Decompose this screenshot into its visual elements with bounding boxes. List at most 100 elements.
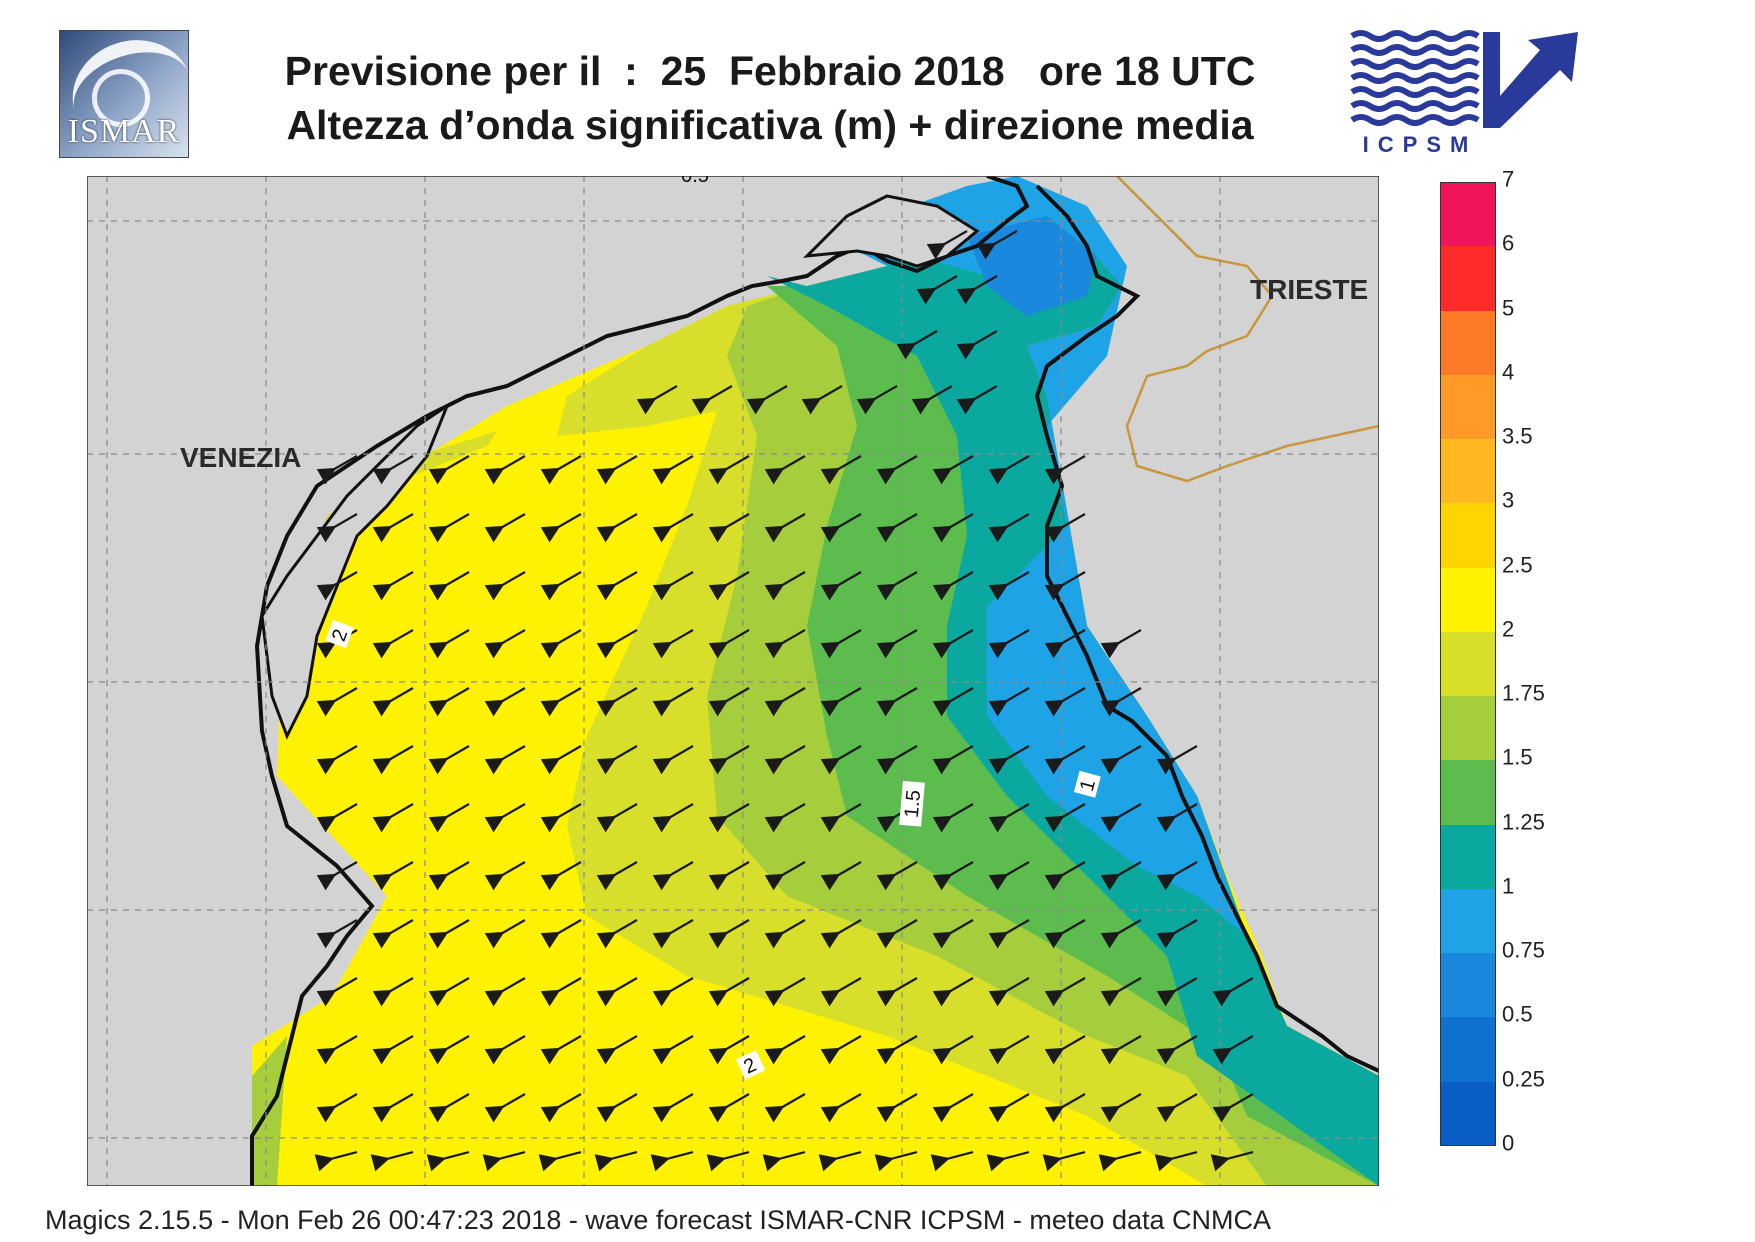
graticule: [87, 176, 1379, 1186]
direction-arrow: [932, 861, 974, 891]
direction-arrow: [764, 455, 806, 485]
direction-arrow: [1100, 977, 1142, 1007]
direction-arrow: [708, 919, 750, 949]
direction-arrow: [1210, 1150, 1254, 1172]
direction-arrow: [540, 919, 582, 949]
direction-arrow: [988, 571, 1030, 601]
direction-arrow: [428, 455, 470, 485]
direction-arrow: [820, 919, 862, 949]
contour-label-0.5: 0.5: [681, 176, 709, 187]
direction-arrow: [426, 1150, 470, 1172]
direction-arrow: [764, 629, 806, 659]
direction-arrow: [372, 1035, 414, 1065]
coastline-east: [1034, 184, 1379, 1073]
direction-arrow: [372, 919, 414, 949]
direction-arrow: [316, 455, 358, 485]
direction-arrow: [932, 571, 974, 601]
direction-arrow: [764, 977, 806, 1007]
direction-arrow: [316, 687, 358, 717]
direction-arrow: [764, 1035, 806, 1065]
direction-arrow: [596, 1093, 638, 1123]
direction-arrow: [1100, 687, 1142, 717]
direction-arrow: [1156, 1035, 1198, 1065]
direction-arrow: [482, 1150, 526, 1172]
direction-arrow: [484, 687, 526, 717]
direction-arrow: [596, 571, 638, 601]
direction-arrow: [708, 687, 750, 717]
direction-arrow: [652, 1093, 694, 1123]
direction-arrow: [316, 1035, 358, 1065]
colorbar-tick-label: 3: [1502, 487, 1515, 513]
colorbar-tick-label: 7: [1502, 166, 1515, 192]
direction-arrow: [1044, 455, 1086, 485]
direction-arrow: [706, 1150, 750, 1172]
direction-arrow: [876, 513, 918, 543]
direction-arrow: [876, 571, 918, 601]
direction-arrow: [932, 1035, 974, 1065]
direction-arrow: [691, 385, 733, 415]
direction-arrow: [926, 230, 968, 260]
direction-arrow: [856, 385, 898, 415]
direction-arrow: [1154, 1150, 1198, 1172]
direction-arrow: [540, 455, 582, 485]
logo-ring-graphic: [92, 69, 150, 127]
direction-arrow: [874, 1150, 918, 1172]
direction-arrow: [540, 513, 582, 543]
direction-arrow: [932, 977, 974, 1007]
direction-arrow: [370, 1150, 414, 1172]
footer-credits: Magics 2.15.5 - Mon Feb 26 00:47:23 2018…: [45, 1205, 1271, 1235]
direction-arrow: [708, 803, 750, 833]
direction-arrow: [911, 385, 953, 415]
direction-arrow: [596, 745, 638, 775]
direction-arrow: [484, 571, 526, 601]
contour-label-1: 1: [1076, 777, 1100, 793]
direction-arrow: [372, 861, 414, 891]
direction-arrow: [764, 1093, 806, 1123]
direction-arrow: [932, 919, 974, 949]
colorbar-swatch: [1440, 696, 1496, 761]
colorbar-tick-label: 0: [1502, 1130, 1515, 1156]
direction-arrow: [1156, 919, 1198, 949]
direction-arrow: [818, 1150, 862, 1172]
direction-arrow: [746, 385, 788, 415]
direction-arrow: [652, 745, 694, 775]
direction-arrow: [316, 513, 358, 543]
direction-arrow: [764, 687, 806, 717]
direction-arrow: [876, 455, 918, 485]
colorbar-tick-label: 0.25: [1502, 1066, 1545, 1092]
direction-arrow: [1044, 919, 1086, 949]
direction-arrow: [540, 687, 582, 717]
direction-arrow: [1156, 803, 1198, 833]
direction-arrow: [876, 1093, 918, 1123]
direction-arrow: [652, 455, 694, 485]
direction-arrow: [956, 275, 998, 305]
direction-arrow: [1044, 803, 1086, 833]
direction-arrow: [650, 1150, 694, 1172]
direction-arrow: [956, 385, 998, 415]
direction-arrow: [1042, 1150, 1086, 1172]
direction-arrow: [316, 977, 358, 1007]
ismar-logo-text: ISMAR: [67, 113, 181, 150]
direction-arrow: [596, 687, 638, 717]
direction-arrow: [764, 745, 806, 775]
direction-arrow: [988, 1093, 1030, 1123]
colorbar-tick-label: 1.75: [1502, 680, 1545, 706]
direction-arrow: [1100, 803, 1142, 833]
direction-arrow: [484, 1035, 526, 1065]
direction-arrow: [1044, 745, 1086, 775]
direction-arrow: [820, 803, 862, 833]
direction-arrow: [372, 803, 414, 833]
direction-arrow: [540, 1035, 582, 1065]
direction-arrow: [1100, 919, 1142, 949]
direction-arrow: [484, 861, 526, 891]
direction-arrow: [540, 977, 582, 1007]
direction-arrow: [484, 977, 526, 1007]
direction-arrow: [372, 977, 414, 1007]
direction-arrow: [988, 977, 1030, 1007]
direction-arrow: [1212, 1093, 1254, 1123]
direction-arrow: [764, 861, 806, 891]
direction-arrow: [596, 455, 638, 485]
direction-arrow: [316, 803, 358, 833]
direction-arrow: [820, 455, 862, 485]
direction-arrow: [428, 1093, 470, 1123]
